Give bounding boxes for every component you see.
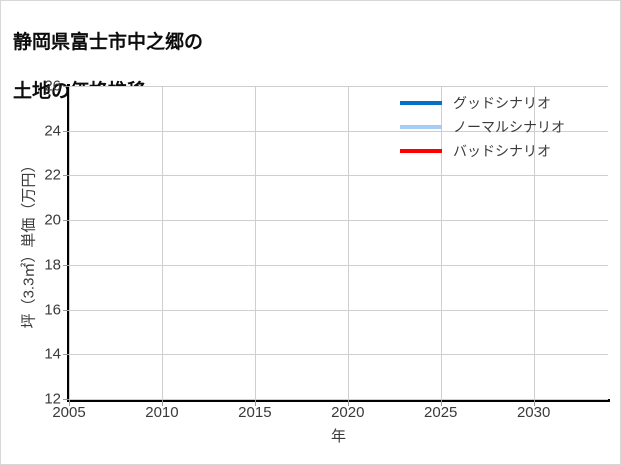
y-tick-label: 12 — [44, 390, 61, 408]
y-tick-mark — [63, 264, 69, 266]
y-tick-label: 26 — [44, 77, 61, 95]
gridline-horizontal — [69, 130, 608, 132]
gridline-vertical — [69, 86, 70, 399]
gridline-vertical — [254, 86, 256, 399]
y-axis-tick-labels: 12 14 16 18 20 22 24 26 — [21, 1, 61, 464]
x-tick-label: 2015 — [238, 404, 272, 421]
legend-item[interactable]: バッドシナリオ — [400, 139, 605, 163]
y-axis-line — [67, 84, 70, 402]
y-tick-mark — [63, 130, 69, 132]
legend-label: バッドシナリオ — [453, 143, 551, 159]
legend-label: グッドシナリオ — [453, 95, 551, 111]
y-tick-mark — [63, 399, 69, 400]
x-tick-label: 2005 — [52, 404, 86, 421]
y-tick-label: 18 — [44, 256, 61, 274]
x-tick-label: 2025 — [424, 404, 458, 421]
gridline-vertical — [440, 86, 442, 399]
y-tick-mark — [63, 354, 69, 356]
y-tick-mark — [63, 86, 69, 87]
x-tick-mark — [533, 400, 535, 406]
legend-label: ノーマルシナリオ — [453, 119, 565, 135]
gridline-vertical — [347, 86, 349, 399]
legend-item[interactable]: ノーマルシナリオ — [400, 115, 605, 139]
x-axis-line — [67, 399, 610, 402]
y-tick-label: 22 — [44, 166, 61, 184]
x-tick-label: 2010 — [145, 404, 179, 421]
x-tick-label: 2030 — [516, 404, 551, 421]
y-tick-mark — [63, 309, 69, 311]
gridline-horizontal — [69, 354, 608, 356]
legend-swatch-icon — [400, 149, 442, 153]
gridline-horizontal — [69, 264, 608, 266]
x-tick-label: 2020 — [331, 404, 365, 421]
legend-swatch-icon — [400, 101, 442, 105]
x-tick-mark — [161, 400, 163, 406]
x-axis-title: 年 — [330, 428, 346, 445]
x-tick-mark — [69, 400, 70, 406]
chart-legend: グッドシナリオ ノーマルシナリオ バッドシナリオ — [400, 91, 605, 163]
x-tick-mark — [347, 400, 349, 406]
y-tick-label: 20 — [44, 211, 61, 229]
gridline-vertical — [533, 86, 535, 399]
y-tick-label: 24 — [44, 122, 61, 140]
y-tick-label: 16 — [44, 301, 61, 319]
x-tick-mark — [440, 400, 442, 406]
plot-area — [69, 86, 608, 400]
legend-swatch-icon — [400, 125, 442, 129]
y-tick-mark — [63, 220, 69, 222]
gridline-vertical — [161, 86, 163, 399]
gridline-horizontal — [69, 309, 608, 311]
chart-title-line-1: 静岡県富士市中之郷の — [13, 32, 204, 54]
gridline-horizontal — [69, 175, 608, 177]
plot-background — [69, 86, 608, 399]
gridline-horizontal — [69, 399, 608, 400]
y-tick-label: 14 — [44, 345, 61, 363]
y-tick-mark — [63, 175, 69, 177]
gridline-horizontal — [69, 86, 608, 87]
legend-item[interactable]: グッドシナリオ — [400, 91, 605, 115]
gridline-horizontal — [69, 220, 608, 222]
x-tick-mark — [254, 400, 256, 406]
